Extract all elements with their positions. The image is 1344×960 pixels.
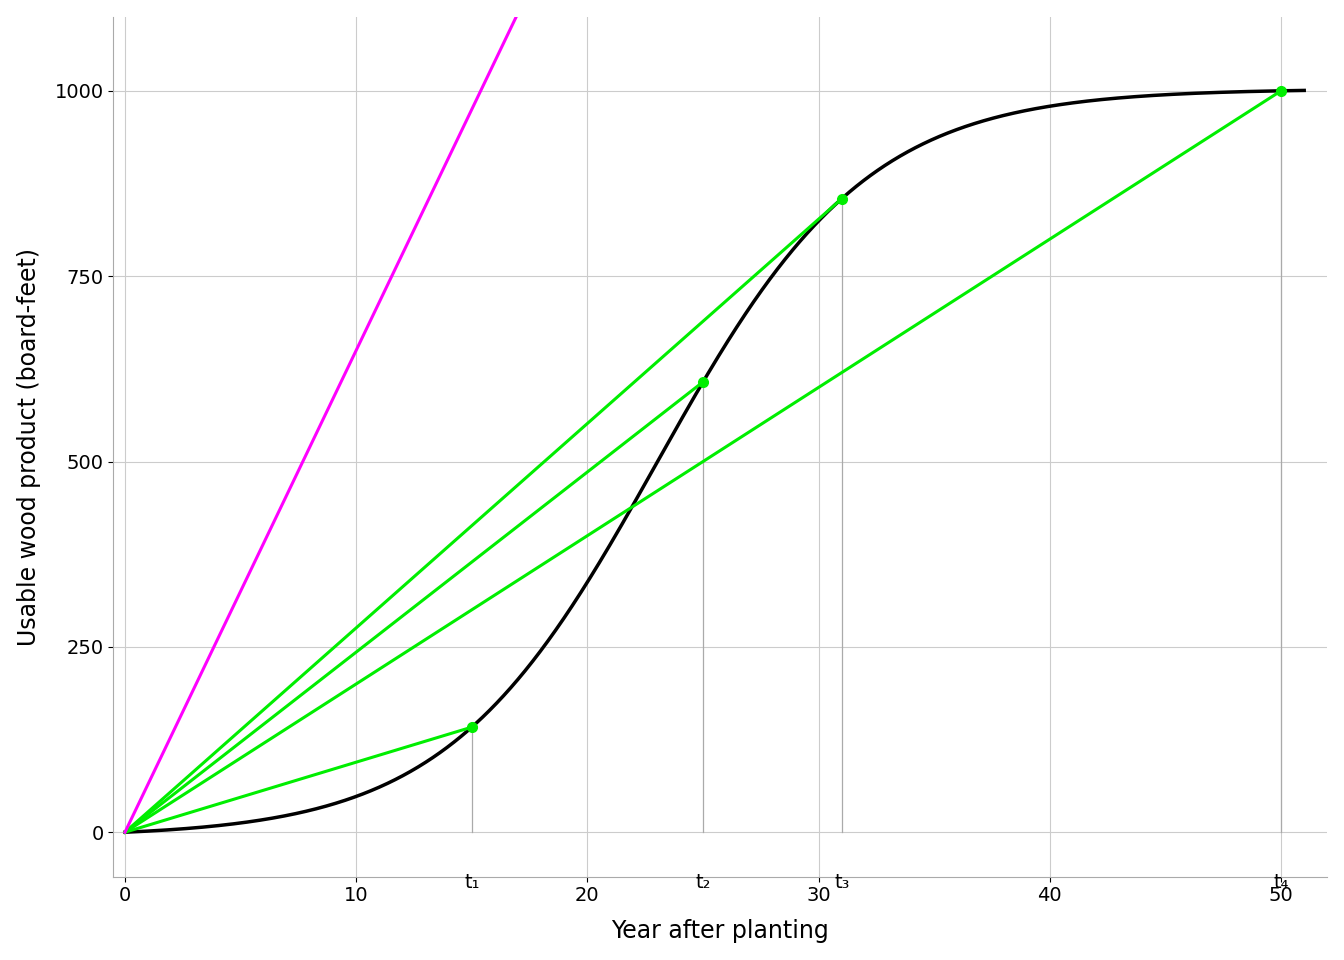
Y-axis label: Usable wood product (board-feet): Usable wood product (board-feet) xyxy=(16,248,40,646)
Text: t₂: t₂ xyxy=(695,873,711,892)
X-axis label: Year after planting: Year after planting xyxy=(612,920,829,944)
Text: t₃: t₃ xyxy=(835,873,849,892)
Text: t₄: t₄ xyxy=(1273,873,1289,892)
Text: t₁: t₁ xyxy=(464,873,480,892)
